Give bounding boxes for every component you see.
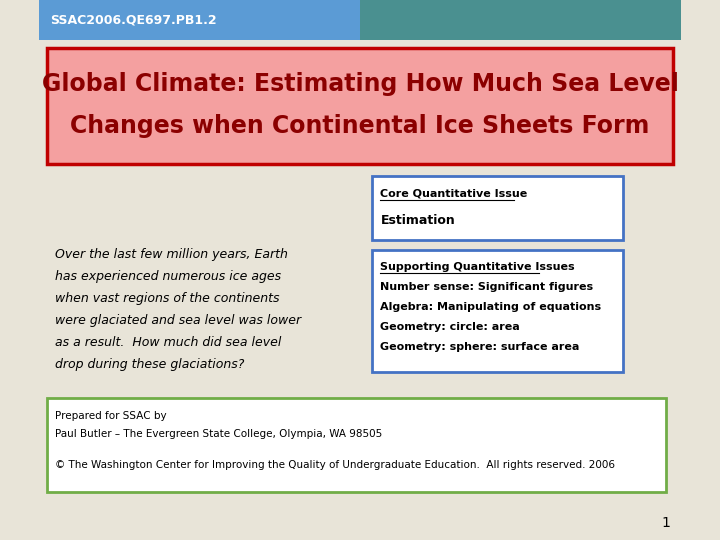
Text: Algebra: Manipulating of equations: Algebra: Manipulating of equations <box>380 302 602 312</box>
Text: Changes when Continental Ice Sheets Form: Changes when Continental Ice Sheets Form <box>71 114 649 138</box>
FancyBboxPatch shape <box>47 48 673 164</box>
Text: Over the last few million years, Earth: Over the last few million years, Earth <box>55 248 288 261</box>
Text: has experienced numerous ice ages: has experienced numerous ice ages <box>55 270 282 283</box>
Text: were glaciated and sea level was lower: were glaciated and sea level was lower <box>55 314 302 327</box>
Text: Estimation: Estimation <box>380 214 455 227</box>
Text: Geometry: sphere: surface area: Geometry: sphere: surface area <box>380 342 580 352</box>
FancyBboxPatch shape <box>360 0 680 40</box>
Text: Supporting Quantitative Issues: Supporting Quantitative Issues <box>380 262 575 272</box>
Text: 1: 1 <box>661 516 670 530</box>
FancyBboxPatch shape <box>372 176 623 240</box>
Text: © The Washington Center for Improving the Quality of Undergraduate Education.  A: © The Washington Center for Improving th… <box>55 460 616 470</box>
Text: Core Quantitative Issue: Core Quantitative Issue <box>380 189 528 199</box>
Text: Number sense: Significant figures: Number sense: Significant figures <box>380 282 593 292</box>
Text: drop during these glaciations?: drop during these glaciations? <box>55 358 245 371</box>
Text: when vast regions of the continents: when vast regions of the continents <box>55 292 280 305</box>
FancyBboxPatch shape <box>372 250 623 372</box>
Text: Geometry: circle: area: Geometry: circle: area <box>380 322 521 332</box>
Text: Prepared for SSAC by: Prepared for SSAC by <box>55 411 167 421</box>
FancyBboxPatch shape <box>40 0 360 40</box>
Text: Global Climate: Estimating How Much Sea Level: Global Climate: Estimating How Much Sea … <box>42 72 678 96</box>
FancyBboxPatch shape <box>47 398 666 492</box>
Text: Paul Butler – The Evergreen State College, Olympia, WA 98505: Paul Butler – The Evergreen State Colleg… <box>55 429 383 439</box>
Text: as a result.  How much did sea level: as a result. How much did sea level <box>55 336 282 349</box>
Text: SSAC2006.QE697.PB1.2: SSAC2006.QE697.PB1.2 <box>50 14 217 26</box>
